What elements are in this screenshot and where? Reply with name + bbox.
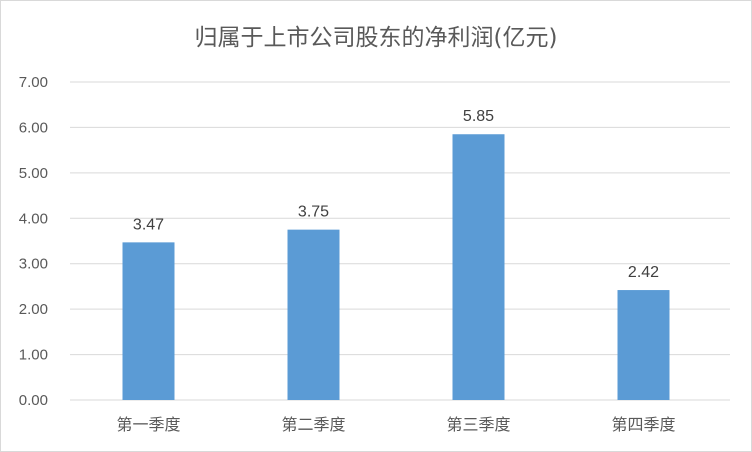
bars xyxy=(122,134,670,400)
bar xyxy=(122,242,175,400)
chart-title: 归属于上市公司股东的净利润(亿元) xyxy=(194,25,558,51)
x-tick-label: 第四季度 xyxy=(611,415,675,434)
y-tick-label: 1.00 xyxy=(19,347,48,364)
x-tick-label: 第三季度 xyxy=(446,415,510,434)
y-tick-label: 7.00 xyxy=(19,74,48,91)
data-label: 5.85 xyxy=(463,108,494,125)
data-label: 3.75 xyxy=(298,204,329,221)
y-tick-label: 2.00 xyxy=(19,301,48,318)
x-axis-ticks: 第一季度 第二季度 第三季度 第四季度 xyxy=(116,415,675,434)
y-tick-label: 0.00 xyxy=(19,392,48,409)
y-tick-label: 6.00 xyxy=(19,119,48,136)
data-label: 2.42 xyxy=(628,264,659,281)
data-labels: 3.47 3.75 5.85 2.42 xyxy=(133,108,659,281)
bar xyxy=(617,290,670,400)
y-tick-label: 4.00 xyxy=(19,210,48,227)
x-tick-label: 第一季度 xyxy=(116,415,180,434)
y-tick-label: 3.00 xyxy=(19,256,48,273)
bar xyxy=(287,229,340,400)
y-axis-ticks: 0.00 1.00 2.00 3.00 4.00 5.00 6.00 7.00 xyxy=(19,74,48,409)
bar xyxy=(452,134,505,400)
data-label: 3.47 xyxy=(133,216,164,233)
x-tick-label: 第二季度 xyxy=(281,415,345,434)
y-tick-label: 5.00 xyxy=(19,165,48,182)
